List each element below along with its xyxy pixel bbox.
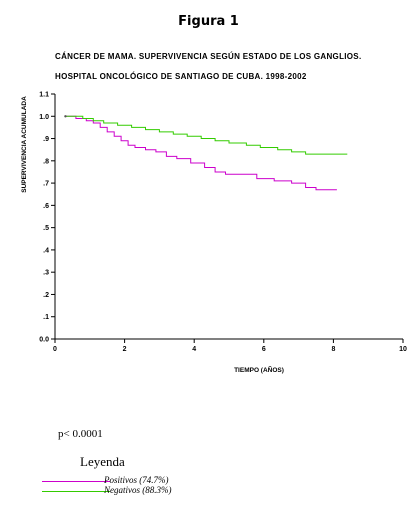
y-tick-label: .6 bbox=[43, 203, 49, 210]
y-tick-label: .9 bbox=[43, 136, 49, 143]
series-line-0 bbox=[65, 115, 337, 191]
x-axis-label: TIEMPO (AÑOS) bbox=[234, 365, 284, 374]
y-axis-label: SUPERVIVENCIA ACUMULADA bbox=[21, 96, 28, 193]
legend-item-positivos: Positivos (74.7%) bbox=[42, 475, 169, 487]
x-tick-label: 4 bbox=[192, 346, 196, 353]
p-value: p< 0.0001 bbox=[58, 428, 103, 440]
series-line-1 bbox=[65, 115, 348, 155]
y-tick-label: .1 bbox=[43, 314, 49, 321]
y-tick-label: .8 bbox=[43, 158, 49, 165]
y-tick-label: 1.0 bbox=[39, 114, 49, 121]
legend-label-negativos: Negativos (88.3%) bbox=[104, 485, 172, 495]
legend-label-positivos: Positivos (74.7%) bbox=[104, 475, 169, 485]
legend-item-negativos: Negativos (88.3%) bbox=[42, 485, 172, 497]
y-tick-label: 1.1 bbox=[39, 92, 49, 99]
figure-label: Figura 1 bbox=[178, 14, 239, 29]
x-tick-label: 10 bbox=[399, 346, 407, 353]
y-tick-label: .3 bbox=[43, 270, 49, 277]
x-tick-label: 0 bbox=[53, 346, 57, 353]
chart-title-line-1: CÁNCER DE MAMA. SUPERVIVENCIA SEGÚN ESTA… bbox=[55, 52, 362, 61]
chart-title-line-2: HOSPITAL ONCOLÓGICO DE SANTIAGO DE CUBA.… bbox=[55, 72, 307, 81]
y-tick-label: .2 bbox=[43, 292, 49, 299]
y-tick-label: .4 bbox=[43, 247, 49, 254]
chart-series bbox=[64, 115, 348, 191]
start-point-marker bbox=[64, 115, 67, 118]
legend-swatch-negativos bbox=[42, 491, 110, 492]
x-tick-label: 2 bbox=[123, 346, 127, 353]
y-tick-label: .5 bbox=[43, 225, 49, 232]
chart-axes bbox=[54, 94, 403, 340]
legend-title: Leyenda bbox=[80, 454, 125, 469]
y-tick-label: 0.0 bbox=[39, 337, 49, 344]
x-tick-label: 6 bbox=[262, 346, 266, 353]
chart-ticks: 0.0 .1 .2 .3 .4 .5 .6 .7 .8 .9 1.0 1.1 0 2 4 6 8 10 bbox=[39, 92, 407, 354]
y-tick-label: .7 bbox=[43, 181, 49, 188]
legend-swatch-positivos bbox=[42, 481, 110, 482]
x-tick-label: 8 bbox=[331, 346, 335, 353]
